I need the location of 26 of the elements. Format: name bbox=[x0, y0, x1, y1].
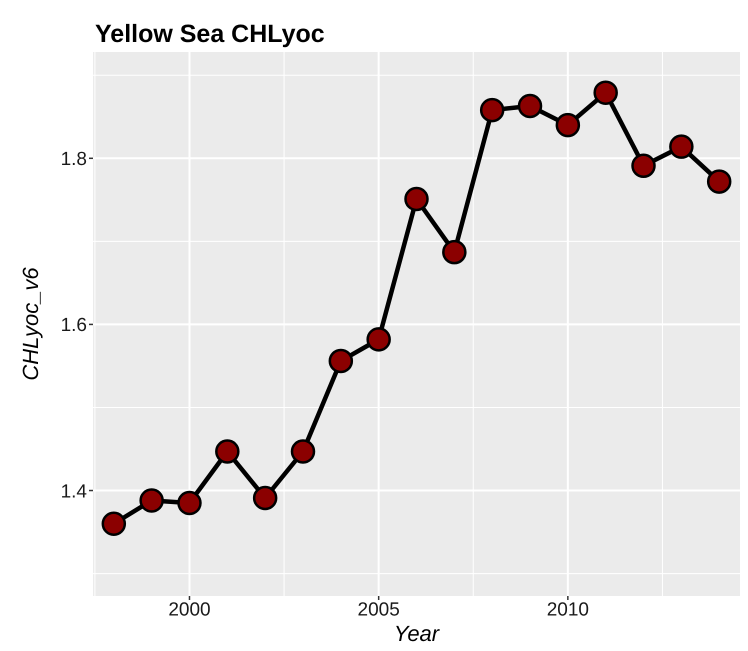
point bbox=[404, 186, 429, 212]
chart-title: Yellow Sea CHLyoc bbox=[95, 20, 325, 49]
point bbox=[518, 94, 542, 118]
x-tick-label: 2000 bbox=[168, 599, 211, 620]
y-axis-title: CHLyoc_v6 bbox=[18, 266, 43, 381]
point bbox=[328, 348, 354, 374]
point bbox=[366, 327, 391, 352]
point bbox=[669, 134, 694, 159]
x-tick-label: 2010 bbox=[546, 599, 589, 620]
point bbox=[442, 240, 467, 264]
y-tick-label: 1.8 bbox=[60, 149, 87, 170]
point bbox=[593, 80, 618, 105]
x-tick-label: 2005 bbox=[358, 599, 400, 620]
point bbox=[252, 486, 278, 510]
y-tick-label: 1.6 bbox=[60, 315, 87, 336]
point bbox=[290, 439, 316, 464]
x-axis-title: Year bbox=[394, 621, 441, 646]
point bbox=[215, 439, 240, 464]
y-tick-label: 1.4 bbox=[60, 481, 88, 502]
point bbox=[706, 169, 732, 194]
point bbox=[556, 112, 580, 138]
point bbox=[631, 154, 656, 178]
point bbox=[139, 488, 164, 513]
point bbox=[480, 98, 504, 122]
point bbox=[177, 490, 202, 516]
point bbox=[102, 511, 126, 536]
